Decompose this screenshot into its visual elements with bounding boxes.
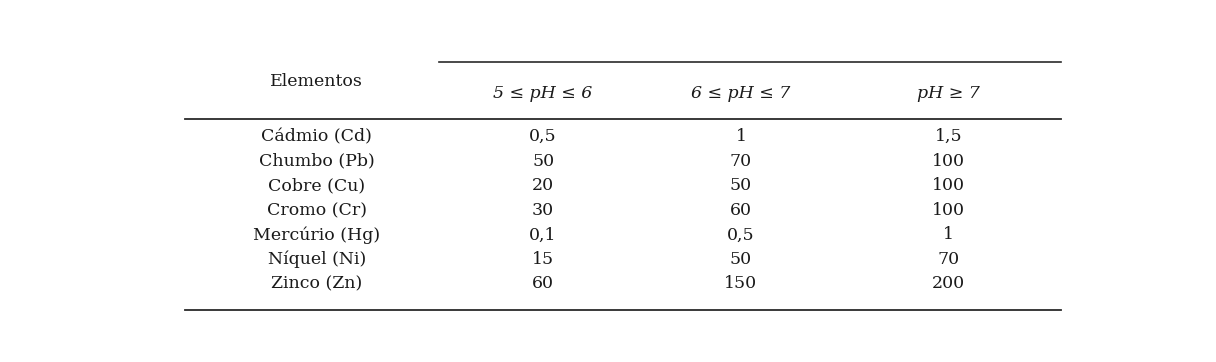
Text: pH ≥ 7: pH ≥ 7: [917, 85, 980, 102]
Text: 70: 70: [938, 251, 959, 268]
Text: Mercúrio (Hg): Mercúrio (Hg): [253, 226, 381, 244]
Text: Chumbo (Pb): Chumbo (Pb): [259, 153, 375, 170]
Text: Níquel (Ni): Níquel (Ni): [268, 251, 366, 268]
Text: 0,1: 0,1: [529, 227, 557, 243]
Text: 100: 100: [931, 177, 964, 194]
Text: Cromo (Cr): Cromo (Cr): [268, 202, 367, 219]
Text: Cádmio (Cd): Cádmio (Cd): [261, 128, 372, 145]
Text: 1: 1: [736, 128, 747, 145]
Text: Cobre (Cu): Cobre (Cu): [269, 177, 366, 194]
Text: 100: 100: [931, 153, 964, 170]
Text: 50: 50: [730, 177, 751, 194]
Text: 0,5: 0,5: [529, 128, 557, 145]
Text: 6 ≤ pH ≤ 7: 6 ≤ pH ≤ 7: [692, 85, 790, 102]
Text: 70: 70: [730, 153, 751, 170]
Text: 60: 60: [533, 275, 554, 292]
Text: 50: 50: [730, 251, 751, 268]
Text: 1: 1: [942, 227, 953, 243]
Text: 150: 150: [725, 275, 758, 292]
Text: 50: 50: [533, 153, 554, 170]
Text: Zinco (Zn): Zinco (Zn): [271, 275, 362, 292]
Text: 15: 15: [533, 251, 554, 268]
Text: 5 ≤ pH ≤ 6: 5 ≤ pH ≤ 6: [494, 85, 592, 102]
Text: 1,5: 1,5: [935, 128, 962, 145]
Text: 100: 100: [931, 202, 964, 219]
Text: 30: 30: [533, 202, 554, 219]
Text: 200: 200: [931, 275, 964, 292]
Text: 60: 60: [730, 202, 751, 219]
Text: Elementos: Elementos: [270, 72, 364, 89]
Text: 0,5: 0,5: [727, 227, 755, 243]
Text: 20: 20: [533, 177, 554, 194]
